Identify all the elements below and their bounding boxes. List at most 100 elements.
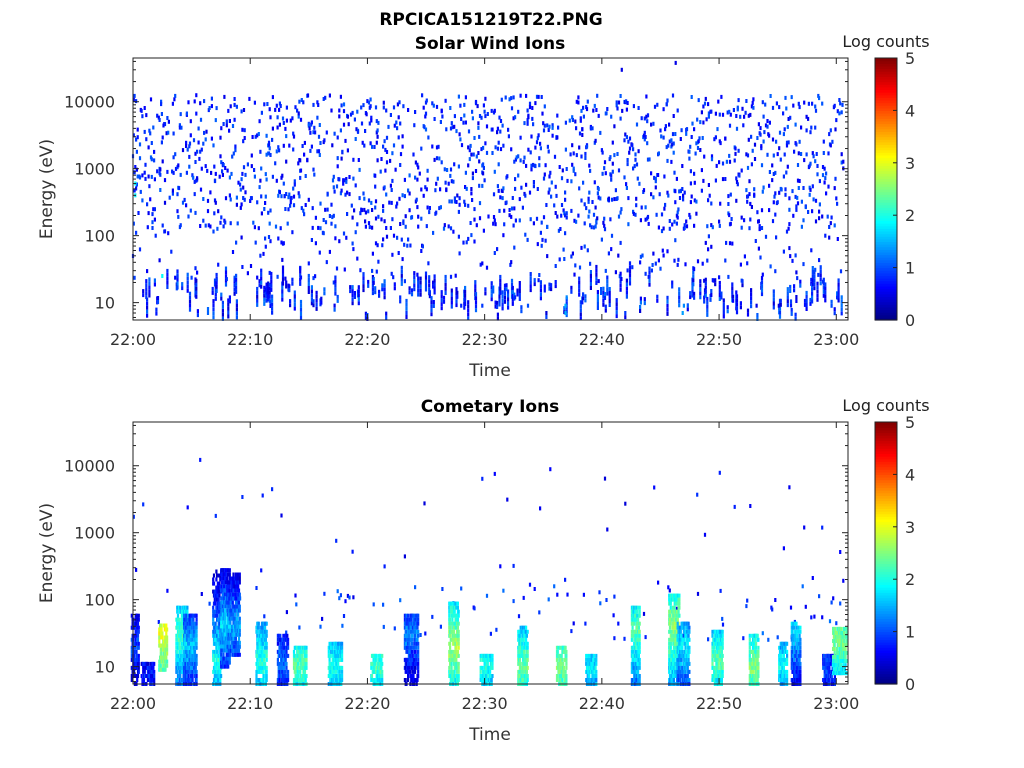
heatmap-cell [391,151,394,156]
heatmap-cell [752,105,755,110]
heatmap-cell [276,125,279,130]
heatmap-cell [296,645,299,650]
heatmap-cell [611,161,614,166]
heatmap-cell [589,168,592,173]
heatmap-cell [224,580,227,585]
heatmap-cell [420,146,423,151]
colorbar-segment [875,160,897,164]
heatmap-cell [151,669,154,674]
heatmap-cell [228,572,231,577]
heatmap-cell [656,298,659,303]
heatmap-cell [682,197,685,202]
heatmap-cell [740,168,743,173]
heatmap-cell [640,116,643,121]
heatmap-cell [456,290,459,295]
heatmap-cell [794,122,797,127]
heatmap-cell [746,153,750,158]
heatmap-cell [478,159,481,164]
heatmap-cell [654,176,657,181]
heatmap-cell [671,222,674,227]
heatmap-cell [689,144,692,149]
heatmap-cell [464,302,467,306]
heatmap-cell [150,674,153,678]
heatmap-cell [344,138,347,143]
heatmap-cell [643,297,646,302]
heatmap-cell [227,568,230,573]
heatmap-cell [316,115,319,120]
heatmap-cell [703,532,707,537]
heatmap-cell [303,212,306,217]
heatmap-cell [538,156,541,161]
heatmap-cell [266,102,269,106]
heatmap-cell [152,125,155,130]
heatmap-cell [214,200,217,205]
heatmap-cell [772,200,775,205]
heatmap-cell [440,298,443,303]
heatmap-cell [178,125,181,130]
heatmap-cell [794,312,797,317]
heatmap-cell [360,121,364,126]
x-tick-label: 22:40 [579,330,625,349]
heatmap-cell [413,275,416,280]
heatmap-cell [532,122,535,127]
heatmap-cell [412,152,415,157]
heatmap-cell [582,180,585,185]
heatmap-cell [503,287,507,292]
heatmap-cell [217,597,220,602]
heatmap-cell [449,274,453,279]
heatmap-cell [469,143,472,148]
heatmap-cell [606,275,609,280]
heatmap-cell [298,625,301,630]
heatmap-cell [689,291,692,296]
heatmap-cell [797,151,800,156]
heatmap-cell [364,219,367,224]
heatmap-cell [408,191,411,196]
heatmap-cell [507,301,510,306]
heatmap-cell [262,669,265,674]
heatmap-cell [236,624,239,629]
heatmap-cell [440,160,443,165]
heatmap-cell [811,576,814,580]
colorbar-segment [875,275,897,279]
heatmap-cell [309,148,312,153]
heatmap-cell [471,171,474,176]
heatmap-cell [265,669,268,674]
heatmap-cell [285,610,288,615]
colorbar-segment [875,236,897,240]
heatmap-cell [501,294,504,299]
heatmap-cell [224,270,228,275]
heatmap-cell [256,200,259,205]
heatmap-cell [364,210,367,215]
heatmap-cell [276,274,279,279]
heatmap-cell [407,188,410,193]
heatmap-cell [427,261,430,266]
heatmap-cell [607,251,610,256]
heatmap-cell [681,164,684,168]
heatmap-cell [336,135,339,140]
heatmap-cell [238,592,241,597]
heatmap-cell [526,303,530,308]
heatmap-cell [230,171,233,176]
heatmap-cell [646,119,649,124]
heatmap-cell [584,298,587,303]
heatmap-cell [759,255,762,260]
heatmap-cell [262,251,265,256]
heatmap-cell [390,271,393,276]
heatmap-cell [341,665,344,670]
heatmap-cell [271,95,274,100]
heatmap-cell [430,300,433,305]
heatmap-cell [485,124,489,129]
heatmap-cell [301,653,304,658]
heatmap-cell [181,621,184,626]
heatmap-cell [277,193,280,198]
heatmap-cell [747,137,750,142]
heatmap-cell [213,649,216,654]
heatmap-cell [335,674,338,678]
heatmap-cell [214,513,217,518]
heatmap-cell [332,661,335,666]
heatmap-cell [187,665,190,670]
heatmap-cell [291,230,294,235]
heatmap-cell [671,284,674,289]
heatmap-cell [264,661,267,666]
heatmap-cell [165,631,168,636]
